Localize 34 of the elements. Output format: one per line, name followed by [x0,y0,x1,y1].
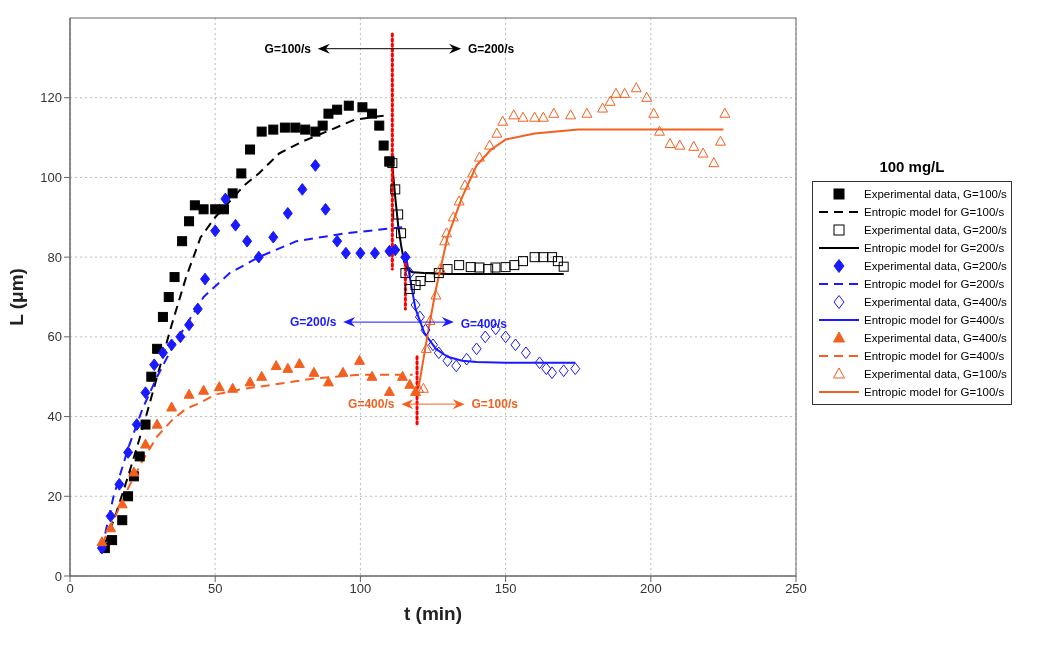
y-axis-title: L (μm) [5,268,27,326]
legend-label: Experimental data, G=100/s [864,188,1007,200]
legend-label: Entropic model for G=200/s [864,278,1005,290]
legend-label: Experimental data, G=400/s [864,332,1007,344]
legend-label: Experimental data, G=200/s [864,260,1007,272]
y-tick-label: 20 [47,488,62,504]
annotation: G=100/s [264,41,312,56]
legend-label: Experimental data, G=200/s [864,224,1007,236]
legend-label: Experimental data, G=100/s [864,368,1007,380]
annotation: G=200/s [290,315,337,330]
legend-title: 100 mg/L [878,158,946,175]
annotation: G=200/s [467,41,515,56]
y-tick-label: 100 [40,170,62,186]
x-tick-label: 0 [66,581,74,597]
annotation: G=400/s [460,316,508,331]
y-tick-label: 80 [47,249,62,265]
annotation: G=100/s [471,397,519,412]
y-tick-label: 40 [47,409,62,425]
x-tick-label: 200 [639,581,662,597]
x-tick-label: 250 [785,581,807,597]
x-axis-title: t (min) [403,603,463,624]
y-tick-label: 0 [54,568,62,584]
legend-label: Entropic model for G=100/s [864,206,1005,218]
legend-label: Experimental data, G=400/s [864,296,1007,308]
x-tick-label: 150 [494,581,517,597]
x-tick-label: 100 [349,581,372,597]
legend-label: Entropic model for G=400/s [864,314,1005,326]
legend-label: Entropic model for G=100/s [864,386,1005,398]
x-tick-label: 50 [207,581,223,597]
y-tick-label: 120 [40,90,62,106]
y-tick-label: 60 [47,329,62,345]
annotation: G=400/s [348,397,395,412]
legend-label: Entropic model for G=200/s [864,242,1005,254]
legend-label: Entropic model for G=400/s [864,350,1005,362]
